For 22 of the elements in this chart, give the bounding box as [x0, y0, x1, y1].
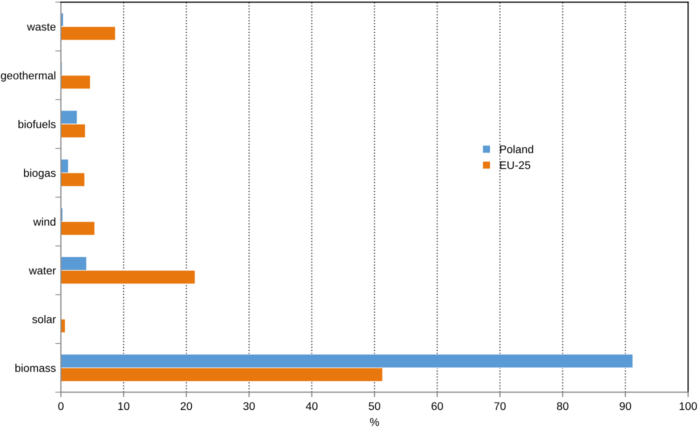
- y-tick-label: wind: [33, 218, 56, 226]
- x-tick-label: 90: [620, 402, 632, 410]
- y-tick-label: waste: [27, 23, 56, 31]
- y-tick-label: biomass: [15, 364, 56, 372]
- x-tick-label: 30: [243, 402, 255, 410]
- x-tick-label: 70: [494, 402, 506, 410]
- x-axis-title: %: [370, 418, 380, 426]
- x-tick-label: 60: [432, 402, 443, 410]
- x-tick-label: 20: [180, 402, 192, 410]
- y-tick-label: biofuels: [18, 120, 56, 128]
- x-tick-label: 10: [118, 402, 130, 410]
- x-tick-label: 100: [680, 402, 697, 410]
- x-tick-label: 40: [306, 402, 318, 410]
- y-tick-label: biogas: [24, 168, 56, 180]
- legend-label: EU-25: [500, 161, 530, 170]
- x-tick-label: 50: [368, 402, 380, 410]
- x-tick-label: 80: [556, 402, 568, 410]
- y-tick-label: geothermal: [0, 71, 56, 82]
- legend-label: Poland: [500, 145, 534, 154]
- y-tick-label: solar: [32, 315, 56, 324]
- y-tick-label: water: [28, 267, 56, 274]
- x-tick-label: 0: [58, 402, 64, 410]
